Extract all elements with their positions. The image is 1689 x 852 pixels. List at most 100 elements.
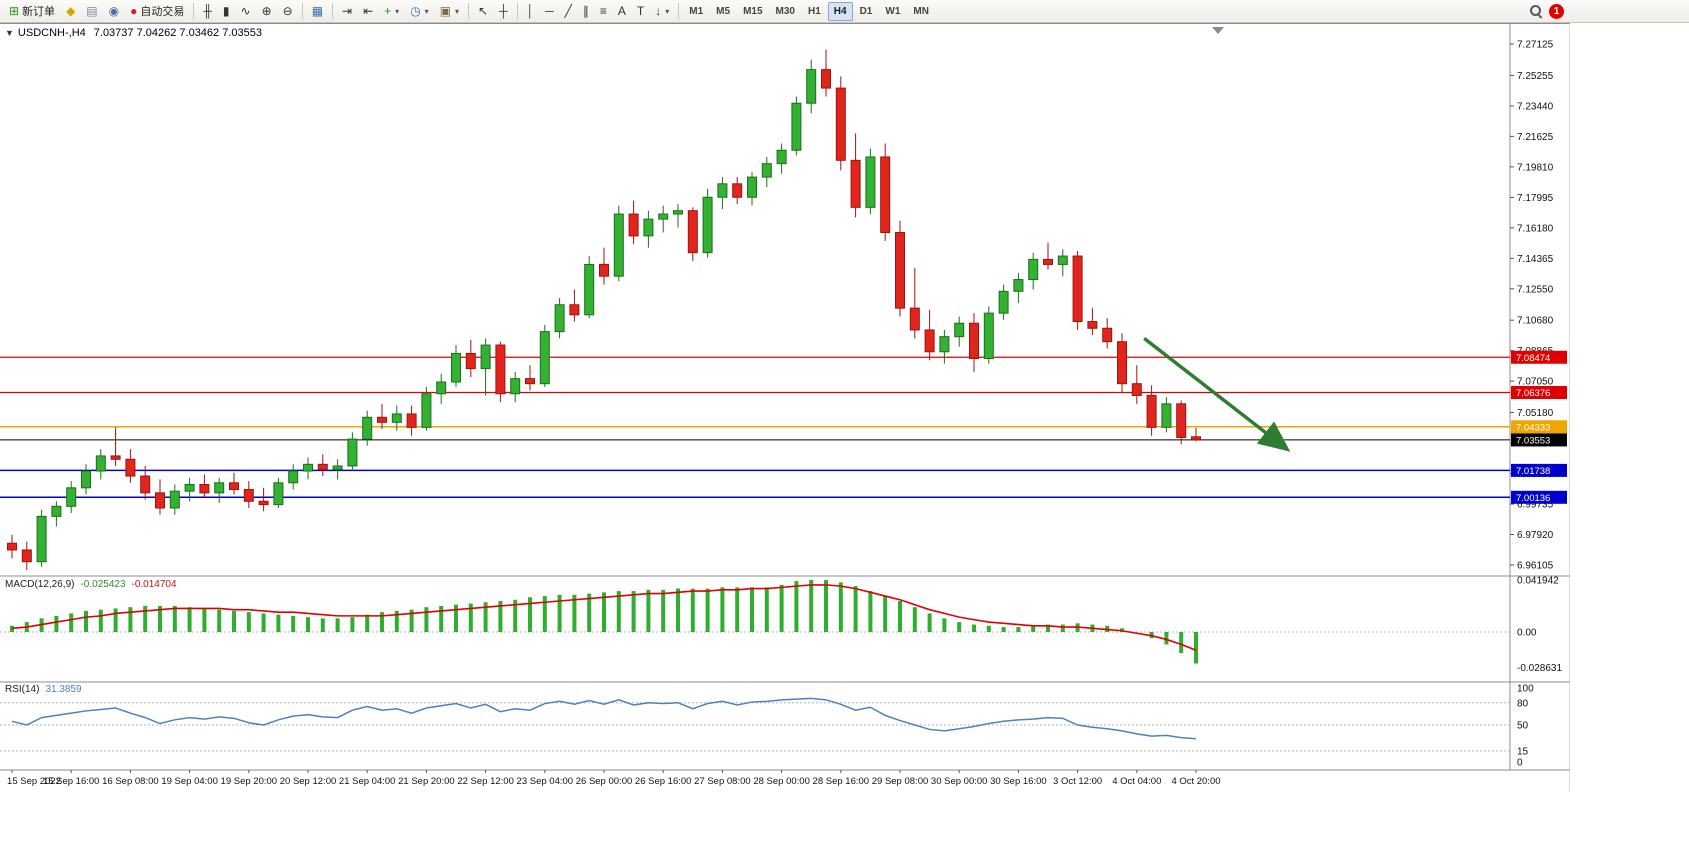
time-tick-label: 3 Oct 12:00	[1053, 776, 1102, 787]
news-icon: ◉	[108, 4, 120, 18]
candle	[806, 59, 817, 114]
autotrade-status-icon: ●	[130, 4, 138, 18]
horizontal-line-button[interactable]: ─	[540, 2, 559, 21]
dropdown-caret-icon: ▾	[455, 6, 460, 16]
rsi-axis-label: 15	[1517, 746, 1529, 757]
candle	[1176, 400, 1187, 445]
candle-body	[954, 322, 965, 338]
autotrade-button[interactable]: ● 自动交易	[125, 2, 189, 21]
price-tick-label: 7.17995	[1517, 193, 1554, 204]
chart-shift-button[interactable]: ⇤	[358, 2, 378, 21]
trendline-button[interactable]: ╱	[560, 2, 577, 21]
candle	[613, 205, 624, 282]
price-badge-label: 7.04333	[1516, 422, 1550, 433]
chart-shift-marker[interactable]	[1212, 27, 1224, 34]
vertical-line-icon: │	[526, 4, 535, 18]
zoom-in-icon: ⊕	[261, 4, 272, 18]
timeframe-h1[interactable]: H1	[807, 5, 821, 17]
search-button[interactable]	[1524, 2, 1548, 21]
crosshair-button[interactable]: ┼	[494, 2, 513, 21]
candle	[155, 479, 165, 515]
candle	[495, 341, 506, 403]
candle	[584, 256, 595, 319]
candle-body	[243, 489, 254, 502]
candle	[332, 459, 343, 480]
bar-chart-mode-button[interactable]: ╫	[198, 2, 217, 21]
candle-body	[791, 102, 802, 151]
favorites-button[interactable]: ◆	[61, 2, 80, 21]
candle	[510, 371, 521, 403]
chart-svg[interactable]: 7.27125 7.25255 7.23440 7.21625 7.19810 7.179…	[0, 23, 1570, 791]
news-button[interactable]: ◉	[104, 2, 124, 21]
timeframe-w1[interactable]: W1	[885, 5, 901, 17]
new-order-button[interactable]: ⊞ 新订单	[4, 2, 60, 21]
time-tick-label: 21 Sep 20:00	[398, 776, 455, 787]
candle	[1146, 385, 1157, 436]
periods-button[interactable]: ◷ ▾	[405, 2, 434, 21]
time-tick-label: 15 Sep 16:00	[43, 776, 100, 787]
time-tick-label: 15 Sep 2022	[7, 776, 61, 787]
candle-body	[702, 196, 713, 254]
price-badge: 7.04333	[1511, 420, 1567, 434]
vertical-line-button[interactable]: │	[522, 2, 540, 21]
zoom-in-button[interactable]: ⊕	[257, 2, 277, 21]
timeframe-m5[interactable]: M5	[716, 5, 731, 17]
candle	[924, 309, 935, 361]
text-label-button[interactable]: T	[632, 2, 649, 21]
timeframe-m15[interactable]: M15	[743, 5, 763, 17]
channel-button[interactable]: ∥	[578, 2, 594, 21]
candle-body	[317, 463, 328, 470]
trend-arrow[interactable]	[1143, 336, 1291, 452]
candle	[21, 541, 32, 571]
time-tick-label: 4 Oct 04:00	[1112, 776, 1161, 787]
candle	[1013, 272, 1024, 304]
fibonacci-button[interactable]: ≡	[595, 2, 612, 21]
print-button[interactable]: ▤	[81, 2, 102, 21]
price-badge-label: 7.03553	[1516, 435, 1550, 446]
bar-chart-icon: ╫	[203, 4, 212, 18]
candle-body	[628, 213, 639, 237]
candle-body	[495, 344, 506, 395]
candle-body	[214, 482, 225, 494]
candle	[258, 487, 269, 512]
candle	[1191, 427, 1201, 442]
time-tick-label: 29 Sep 08:00	[872, 776, 929, 787]
timeframe-d1[interactable]: D1	[859, 5, 873, 17]
timeframe-m1[interactable]: M1	[689, 5, 704, 17]
candle-body	[539, 331, 550, 385]
candle	[776, 143, 787, 174]
line-chart-mode-button[interactable]: ∿	[236, 2, 256, 21]
candle-body	[613, 213, 624, 277]
text-icon: A	[617, 4, 626, 18]
candle	[791, 96, 802, 156]
auto-scroll-button[interactable]: ⇥	[337, 2, 357, 21]
zoom-out-button[interactable]: ⊖	[278, 2, 298, 21]
candle-body	[184, 483, 195, 492]
candlestick-mode-button[interactable]: ▮	[218, 2, 235, 21]
timeframe-mn[interactable]: MN	[913, 5, 929, 17]
text-button[interactable]: A	[613, 2, 631, 21]
macd-axis-label: -0.028631	[1517, 663, 1562, 674]
time-tick-label: 30 Sep 00:00	[931, 776, 988, 787]
indicators-button[interactable]: + ▾	[379, 2, 404, 21]
candle-body	[229, 482, 239, 491]
candle	[451, 345, 461, 388]
tile-windows-button[interactable]: ▦	[307, 2, 328, 21]
price-tick-label: 7.12550	[1517, 284, 1554, 295]
candle-body	[66, 487, 77, 507]
macd-axis-label: 0.041942	[1517, 576, 1559, 587]
candle-body	[909, 307, 920, 331]
candle	[702, 188, 713, 258]
rsi-axis-label: 0	[1517, 758, 1523, 769]
arrows-button[interactable]: ↓ ▾	[650, 2, 674, 21]
candle	[761, 156, 772, 188]
candle	[125, 449, 136, 483]
notification-badge[interactable]: 1	[1549, 3, 1564, 19]
candlestick-icon: ▮	[222, 4, 230, 18]
timeframe-m30[interactable]: M30	[775, 5, 795, 17]
templates-button[interactable]: ▣ ▾	[435, 2, 464, 21]
cursor-button[interactable]: ↖	[473, 2, 493, 21]
candle-body	[169, 490, 180, 509]
candle-body	[362, 416, 373, 440]
timeframe-h4[interactable]: H4	[827, 1, 853, 21]
